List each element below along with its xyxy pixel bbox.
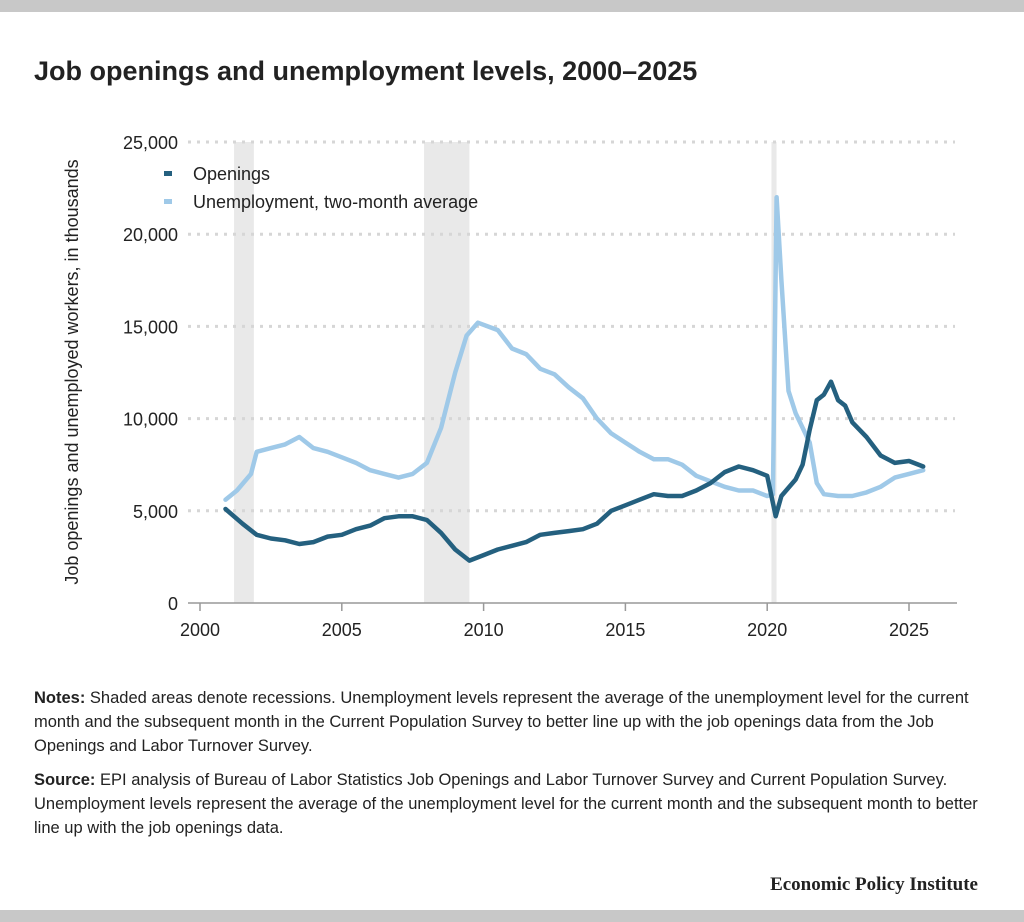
y-tick-label: 15,000 <box>123 317 178 337</box>
y-tick-label: 25,000 <box>123 133 178 153</box>
y-tick-label: 5,000 <box>133 502 178 522</box>
notes-paragraph: Notes: Shaded areas denote recessions. U… <box>34 686 984 758</box>
x-tick-label: 2025 <box>889 620 929 640</box>
notes-text: Shaded areas denote recessions. Unemploy… <box>34 689 969 755</box>
source-label: Source: <box>34 771 96 789</box>
legend-label: Unemployment, two-month average <box>193 192 478 212</box>
chart: 0 5,000 10,000 15,000 20,000 25,000 2000 2005 20… <box>62 133 957 640</box>
top-border <box>0 0 1024 12</box>
notes-label: Notes: <box>34 689 86 707</box>
legend-swatch <box>164 171 172 176</box>
y-tick-label: 20,000 <box>123 225 178 245</box>
chart-title: Job openings and unemployment levels, 20… <box>34 56 698 86</box>
y-tick-label: 0 <box>168 594 178 614</box>
x-tick-label: 2020 <box>747 620 787 640</box>
source-text: EPI analysis of Bureau of Labor Statisti… <box>34 771 978 837</box>
x-tick-label: 2015 <box>605 620 645 640</box>
x-tick-label: 2005 <box>322 620 362 640</box>
bottom-border <box>0 910 1024 922</box>
openings-line <box>223 379 926 563</box>
x-tick-label: 2010 <box>464 620 504 640</box>
legend-swatch <box>164 199 172 204</box>
unemployment-line <box>223 195 926 502</box>
source-paragraph: Source: EPI analysis of Bureau of Labor … <box>34 768 984 840</box>
y-tick-label: 10,000 <box>123 410 178 430</box>
x-tick-label: 2000 <box>180 620 220 640</box>
legend-label: Openings <box>193 164 270 184</box>
y-axis-label: Job openings and unemployed workers, in … <box>62 159 82 584</box>
notes: Notes: Shaded areas denote recessions. U… <box>34 686 984 850</box>
brand-logo: Economic Policy Institute <box>770 874 978 895</box>
